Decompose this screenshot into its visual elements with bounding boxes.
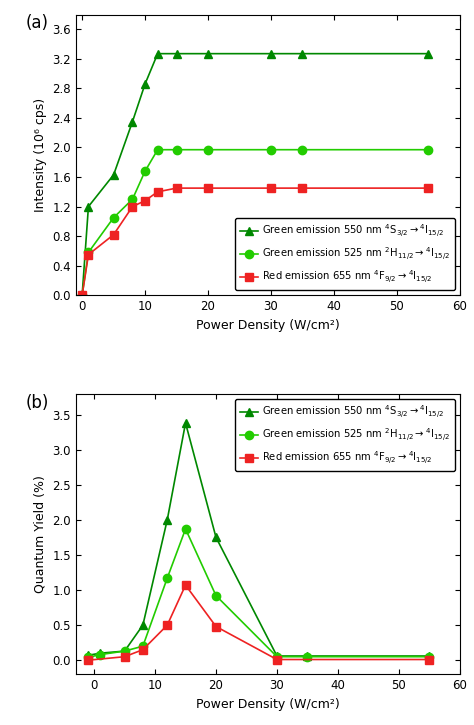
Red emission 655 nm $^4$F$_{9/2}$$\rightarrow$$^4$I$_{15/2}$ bbox=[213, 622, 219, 631]
Green emission 550 nm $^4$S$_{3/2}$$\rightarrow$$^4$I$_{15/2}$ bbox=[155, 49, 161, 58]
Green emission 525 nm $^2$H$_{11/2}$$\rightarrow$$^4$I$_{15/2}$ bbox=[173, 145, 179, 154]
Red emission 655 nm $^4$F$_{9/2}$$\rightarrow$$^4$I$_{15/2}$ bbox=[111, 231, 117, 239]
Green emission 525 nm $^2$H$_{11/2}$$\rightarrow$$^4$I$_{15/2}$ bbox=[140, 642, 146, 650]
Green emission 550 nm $^4$S$_{3/2}$$\rightarrow$$^4$I$_{15/2}$ bbox=[164, 515, 170, 524]
Green emission 525 nm $^2$H$_{11/2}$$\rightarrow$$^4$I$_{15/2}$ bbox=[142, 167, 148, 175]
Green emission 550 nm $^4$S$_{3/2}$$\rightarrow$$^4$I$_{15/2}$ bbox=[97, 649, 103, 658]
Green emission 550 nm $^4$S$_{3/2}$$\rightarrow$$^4$I$_{15/2}$ bbox=[205, 49, 211, 58]
Green emission 550 nm $^4$S$_{3/2}$$\rightarrow$$^4$I$_{15/2}$ bbox=[173, 49, 179, 58]
Green emission 550 nm $^4$S$_{3/2}$$\rightarrow$$^4$I$_{15/2}$ bbox=[182, 418, 188, 427]
Green emission 525 nm $^2$H$_{11/2}$$\rightarrow$$^4$I$_{15/2}$ bbox=[85, 653, 91, 662]
Red emission 655 nm $^4$F$_{9/2}$$\rightarrow$$^4$I$_{15/2}$ bbox=[155, 188, 161, 196]
Line: Green emission 525 nm $^2$H$_{11/2}$$\rightarrow$$^4$I$_{15/2}$: Green emission 525 nm $^2$H$_{11/2}$$\ri… bbox=[84, 525, 434, 662]
Red emission 655 nm $^4$F$_{9/2}$$\rightarrow$$^4$I$_{15/2}$ bbox=[182, 581, 188, 589]
Green emission 525 nm $^2$H$_{11/2}$$\rightarrow$$^4$I$_{15/2}$ bbox=[164, 573, 170, 582]
Line: Red emission 655 nm $^4$F$_{9/2}$$\rightarrow$$^4$I$_{15/2}$: Red emission 655 nm $^4$F$_{9/2}$$\right… bbox=[84, 581, 434, 664]
Green emission 525 nm $^2$H$_{11/2}$$\rightarrow$$^4$I$_{15/2}$ bbox=[300, 145, 305, 154]
Line: Green emission 550 nm $^4$S$_{3/2}$$\rightarrow$$^4$I$_{15/2}$: Green emission 550 nm $^4$S$_{3/2}$$\rig… bbox=[84, 419, 434, 660]
Green emission 525 nm $^2$H$_{11/2}$$\rightarrow$$^4$I$_{15/2}$ bbox=[305, 652, 310, 661]
Red emission 655 nm $^4$F$_{9/2}$$\rightarrow$$^4$I$_{15/2}$ bbox=[122, 652, 128, 661]
Green emission 525 nm $^2$H$_{11/2}$$\rightarrow$$^4$I$_{15/2}$ bbox=[122, 647, 128, 655]
Red emission 655 nm $^4$F$_{9/2}$$\rightarrow$$^4$I$_{15/2}$ bbox=[268, 183, 274, 192]
Green emission 525 nm $^2$H$_{11/2}$$\rightarrow$$^4$I$_{15/2}$ bbox=[79, 291, 85, 299]
Red emission 655 nm $^4$F$_{9/2}$$\rightarrow$$^4$I$_{15/2}$ bbox=[130, 202, 136, 211]
Red emission 655 nm $^4$F$_{9/2}$$\rightarrow$$^4$I$_{15/2}$ bbox=[274, 655, 280, 664]
Red emission 655 nm $^4$F$_{9/2}$$\rightarrow$$^4$I$_{15/2}$ bbox=[86, 250, 91, 259]
Green emission 550 nm $^4$S$_{3/2}$$\rightarrow$$^4$I$_{15/2}$ bbox=[111, 170, 117, 179]
Red emission 655 nm $^4$F$_{9/2}$$\rightarrow$$^4$I$_{15/2}$ bbox=[426, 183, 431, 192]
Red emission 655 nm $^4$F$_{9/2}$$\rightarrow$$^4$I$_{15/2}$ bbox=[300, 183, 305, 192]
Green emission 525 nm $^2$H$_{11/2}$$\rightarrow$$^4$I$_{15/2}$ bbox=[213, 592, 219, 600]
Green emission 550 nm $^4$S$_{3/2}$$\rightarrow$$^4$I$_{15/2}$ bbox=[426, 49, 431, 58]
Line: Green emission 550 nm $^4$S$_{3/2}$$\rightarrow$$^4$I$_{15/2}$: Green emission 550 nm $^4$S$_{3/2}$$\rig… bbox=[78, 49, 432, 299]
Text: (a): (a) bbox=[26, 14, 49, 33]
Green emission 550 nm $^4$S$_{3/2}$$\rightarrow$$^4$I$_{15/2}$ bbox=[213, 533, 219, 542]
Red emission 655 nm $^4$F$_{9/2}$$\rightarrow$$^4$I$_{15/2}$ bbox=[79, 291, 85, 299]
Green emission 550 nm $^4$S$_{3/2}$$\rightarrow$$^4$I$_{15/2}$ bbox=[140, 621, 146, 629]
Red emission 655 nm $^4$F$_{9/2}$$\rightarrow$$^4$I$_{15/2}$ bbox=[142, 196, 148, 205]
Legend: Green emission 550 nm $^4$S$_{3/2}$$\rightarrow$$^4$I$_{15/2}$, Green emission 5: Green emission 550 nm $^4$S$_{3/2}$$\rig… bbox=[235, 399, 455, 471]
Green emission 525 nm $^2$H$_{11/2}$$\rightarrow$$^4$I$_{15/2}$ bbox=[86, 248, 91, 257]
Green emission 525 nm $^2$H$_{11/2}$$\rightarrow$$^4$I$_{15/2}$ bbox=[155, 145, 161, 154]
Red emission 655 nm $^4$F$_{9/2}$$\rightarrow$$^4$I$_{15/2}$ bbox=[427, 655, 432, 664]
Green emission 550 nm $^4$S$_{3/2}$$\rightarrow$$^4$I$_{15/2}$ bbox=[130, 117, 136, 126]
X-axis label: Power Density (W/cm²): Power Density (W/cm²) bbox=[196, 319, 340, 331]
Green emission 525 nm $^2$H$_{11/2}$$\rightarrow$$^4$I$_{15/2}$ bbox=[130, 195, 136, 204]
Red emission 655 nm $^4$F$_{9/2}$$\rightarrow$$^4$I$_{15/2}$ bbox=[140, 645, 146, 654]
Green emission 550 nm $^4$S$_{3/2}$$\rightarrow$$^4$I$_{15/2}$ bbox=[305, 652, 310, 660]
Green emission 525 nm $^2$H$_{11/2}$$\rightarrow$$^4$I$_{15/2}$ bbox=[182, 525, 188, 534]
Legend: Green emission 550 nm $^4$S$_{3/2}$$\rightarrow$$^4$I$_{15/2}$, Green emission 5: Green emission 550 nm $^4$S$_{3/2}$$\rig… bbox=[235, 218, 455, 290]
Red emission 655 nm $^4$F$_{9/2}$$\rightarrow$$^4$I$_{15/2}$ bbox=[85, 656, 91, 665]
Green emission 525 nm $^2$H$_{11/2}$$\rightarrow$$^4$I$_{15/2}$ bbox=[274, 652, 280, 661]
Green emission 550 nm $^4$S$_{3/2}$$\rightarrow$$^4$I$_{15/2}$ bbox=[79, 291, 85, 299]
Green emission 550 nm $^4$S$_{3/2}$$\rightarrow$$^4$I$_{15/2}$ bbox=[274, 652, 280, 660]
X-axis label: Power Density (W/cm²): Power Density (W/cm²) bbox=[196, 697, 340, 710]
Green emission 550 nm $^4$S$_{3/2}$$\rightarrow$$^4$I$_{15/2}$ bbox=[142, 80, 148, 88]
Green emission 550 nm $^4$S$_{3/2}$$\rightarrow$$^4$I$_{15/2}$ bbox=[122, 647, 128, 655]
Green emission 525 nm $^2$H$_{11/2}$$\rightarrow$$^4$I$_{15/2}$ bbox=[97, 650, 103, 659]
Y-axis label: Quantum Yield (%): Quantum Yield (%) bbox=[34, 475, 47, 593]
Line: Red emission 655 nm $^4$F$_{9/2}$$\rightarrow$$^4$I$_{15/2}$: Red emission 655 nm $^4$F$_{9/2}$$\right… bbox=[78, 184, 432, 299]
Green emission 525 nm $^2$H$_{11/2}$$\rightarrow$$^4$I$_{15/2}$ bbox=[111, 213, 117, 222]
Green emission 550 nm $^4$S$_{3/2}$$\rightarrow$$^4$I$_{15/2}$ bbox=[268, 49, 274, 58]
Text: (b): (b) bbox=[26, 394, 49, 412]
Red emission 655 nm $^4$F$_{9/2}$$\rightarrow$$^4$I$_{15/2}$ bbox=[205, 183, 211, 192]
Green emission 525 nm $^2$H$_{11/2}$$\rightarrow$$^4$I$_{15/2}$ bbox=[205, 145, 211, 154]
Green emission 550 nm $^4$S$_{3/2}$$\rightarrow$$^4$I$_{15/2}$ bbox=[300, 49, 305, 58]
Red emission 655 nm $^4$F$_{9/2}$$\rightarrow$$^4$I$_{15/2}$ bbox=[164, 621, 170, 629]
Line: Green emission 525 nm $^2$H$_{11/2}$$\rightarrow$$^4$I$_{15/2}$: Green emission 525 nm $^2$H$_{11/2}$$\ri… bbox=[78, 146, 432, 299]
Green emission 550 nm $^4$S$_{3/2}$$\rightarrow$$^4$I$_{15/2}$ bbox=[85, 651, 91, 660]
Green emission 550 nm $^4$S$_{3/2}$$\rightarrow$$^4$I$_{15/2}$ bbox=[86, 202, 91, 211]
Green emission 525 nm $^2$H$_{11/2}$$\rightarrow$$^4$I$_{15/2}$ bbox=[426, 145, 431, 154]
Y-axis label: Intensity (10⁶ cps): Intensity (10⁶ cps) bbox=[34, 98, 46, 212]
Green emission 525 nm $^2$H$_{11/2}$$\rightarrow$$^4$I$_{15/2}$ bbox=[268, 145, 274, 154]
Green emission 550 nm $^4$S$_{3/2}$$\rightarrow$$^4$I$_{15/2}$ bbox=[427, 652, 432, 660]
Green emission 525 nm $^2$H$_{11/2}$$\rightarrow$$^4$I$_{15/2}$ bbox=[427, 652, 432, 661]
Red emission 655 nm $^4$F$_{9/2}$$\rightarrow$$^4$I$_{15/2}$ bbox=[173, 183, 179, 192]
